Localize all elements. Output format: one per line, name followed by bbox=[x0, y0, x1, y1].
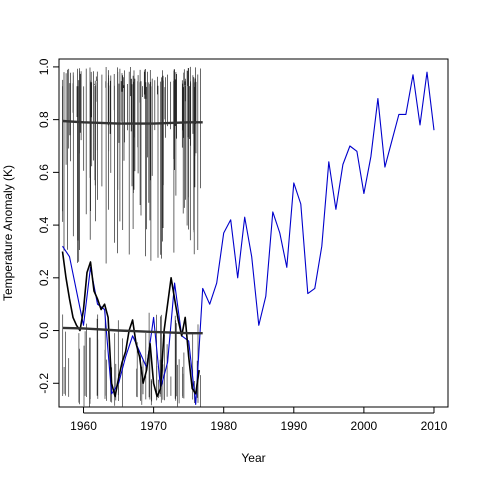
y-tick-label: 0.0 bbox=[37, 322, 51, 339]
series-layer bbox=[61, 71, 435, 405]
x-tick-label: 1970 bbox=[140, 419, 167, 433]
x-axis-label: Year bbox=[241, 451, 265, 465]
series-line-4 bbox=[62, 119, 203, 125]
y-axis: -0.2 0.0 0.2 0.4 0.6 0.8 1.0 bbox=[37, 58, 59, 394]
y-tick-label: 0.4 bbox=[37, 216, 51, 233]
series-line-2 bbox=[61, 251, 200, 398]
noise-strokes-upper bbox=[62, 66, 201, 264]
y-tick-label: 0.2 bbox=[37, 269, 51, 286]
plot-frame bbox=[58, 58, 449, 408]
y-axis-label: Temperature Anomaly (K) bbox=[1, 165, 15, 301]
x-tick-label: 1960 bbox=[70, 419, 97, 433]
y-tick-label: -0.2 bbox=[37, 373, 51, 394]
y-tick-label: 0.8 bbox=[37, 111, 51, 128]
x-tick-label: 1980 bbox=[210, 419, 237, 433]
y-tick-label: 1.0 bbox=[37, 58, 51, 75]
x-tick-label: 2010 bbox=[421, 419, 448, 433]
series-line-3 bbox=[62, 326, 203, 335]
x-tick-label: 2000 bbox=[351, 419, 378, 433]
x-axis: 1960 1970 1980 1990 2000 2010 bbox=[70, 407, 448, 433]
series-line-1 bbox=[62, 71, 435, 405]
y-tick-label: 0.6 bbox=[37, 164, 51, 181]
x-tick-label: 1990 bbox=[280, 419, 307, 433]
